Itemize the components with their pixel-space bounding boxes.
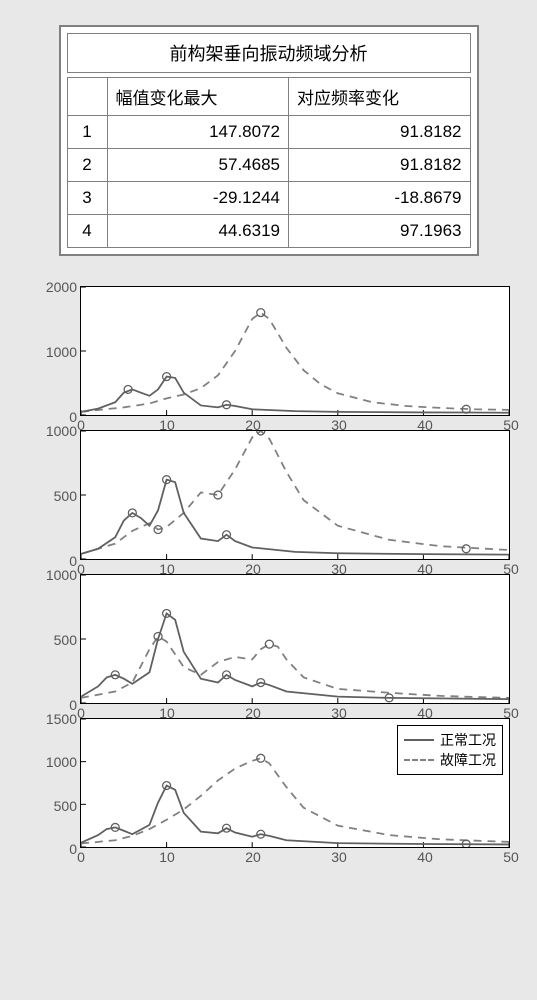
y-tick-label: 1000 [46, 567, 77, 583]
charts-stack: 01000200001020304050 0500100001020304050 0… [80, 286, 510, 848]
series-normal [81, 786, 509, 845]
row-amp: 57.4685 [107, 149, 289, 182]
legend-item: 故障工况 [404, 750, 496, 770]
y-tick-label: 500 [54, 632, 77, 648]
series-fault [81, 313, 509, 412]
chart-panel-3: 0500100001020304050 [80, 574, 510, 704]
col-header-freq: 对应频率变化 [289, 78, 471, 116]
legend-line-icon [404, 739, 434, 741]
table-row: 4 44.6319 97.1963 [67, 215, 470, 248]
marker-fault [265, 640, 273, 648]
y-axis-ticks: 010002000 [33, 287, 77, 415]
col-header-amp: 幅值变化最大 [107, 78, 289, 116]
y-tick-label: 1500 [46, 711, 77, 727]
y-axis-ticks: 050010001500 [33, 719, 77, 847]
series-normal [81, 377, 509, 413]
y-tick-label: 1000 [46, 754, 77, 770]
y-tick-label: 0 [69, 841, 77, 857]
table-row: 1 147.8072 91.8182 [67, 116, 470, 149]
row-amp: 147.8072 [107, 116, 289, 149]
row-index: 4 [67, 215, 107, 248]
chart-panel-4: 05001000150001020304050正常工况故障工况 [80, 718, 510, 848]
table-row: 2 57.4685 91.8182 [67, 149, 470, 182]
row-amp: 44.6319 [107, 215, 289, 248]
x-tick-label: 30 [331, 849, 347, 865]
y-axis-ticks: 05001000 [33, 575, 77, 703]
x-tick-label: 20 [245, 849, 261, 865]
row-freq: -18.8679 [289, 182, 471, 215]
marker-fault [462, 545, 470, 553]
y-axis-ticks: 05001000 [33, 431, 77, 559]
legend-line-icon [404, 759, 434, 761]
marker-fault [257, 309, 265, 317]
legend-item: 正常工况 [404, 730, 496, 750]
y-tick-label: 1000 [46, 344, 77, 360]
row-index: 1 [67, 116, 107, 149]
chart-panel-1: 01000200001020304050 [80, 286, 510, 416]
row-freq: 91.8182 [289, 116, 471, 149]
table-header-row: 幅值变化最大 对应频率变化 [67, 78, 470, 116]
row-index: 2 [67, 149, 107, 182]
row-freq: 97.1963 [289, 215, 471, 248]
table-row: 3 -29.1244 -18.8679 [67, 182, 470, 215]
y-tick-label: 1000 [46, 423, 77, 439]
plot-svg [81, 431, 509, 559]
legend-label: 故障工况 [440, 750, 496, 770]
series-normal [81, 480, 509, 555]
x-tick-label: 50 [503, 849, 519, 865]
series-fault [81, 636, 509, 697]
row-index: 3 [67, 182, 107, 215]
legend-label: 正常工况 [440, 730, 496, 750]
legend: 正常工况故障工况 [397, 725, 503, 775]
table-title: 前构架垂向振动频域分析 [67, 33, 471, 73]
y-tick-label: 500 [54, 488, 77, 504]
chart-panel-2: 0500100001020304050 [80, 430, 510, 560]
analysis-table-panel: 前构架垂向振动频域分析 幅值变化最大 对应频率变化 1 147.8072 91.… [59, 25, 479, 256]
row-freq: 91.8182 [289, 149, 471, 182]
plot-svg [81, 287, 509, 415]
x-tick-label: 10 [159, 849, 175, 865]
x-tick-label: 40 [417, 849, 433, 865]
col-header-index [67, 78, 107, 116]
y-tick-label: 2000 [46, 279, 77, 295]
x-axis-ticks: 01020304050 [81, 849, 509, 867]
x-tick-label: 0 [77, 849, 85, 865]
analysis-table: 幅值变化最大 对应频率变化 1 147.8072 91.8182 2 57.46… [67, 77, 471, 248]
row-amp: -29.1244 [107, 182, 289, 215]
plot-svg [81, 575, 509, 703]
y-tick-label: 500 [54, 798, 77, 814]
series-fault [81, 431, 509, 554]
